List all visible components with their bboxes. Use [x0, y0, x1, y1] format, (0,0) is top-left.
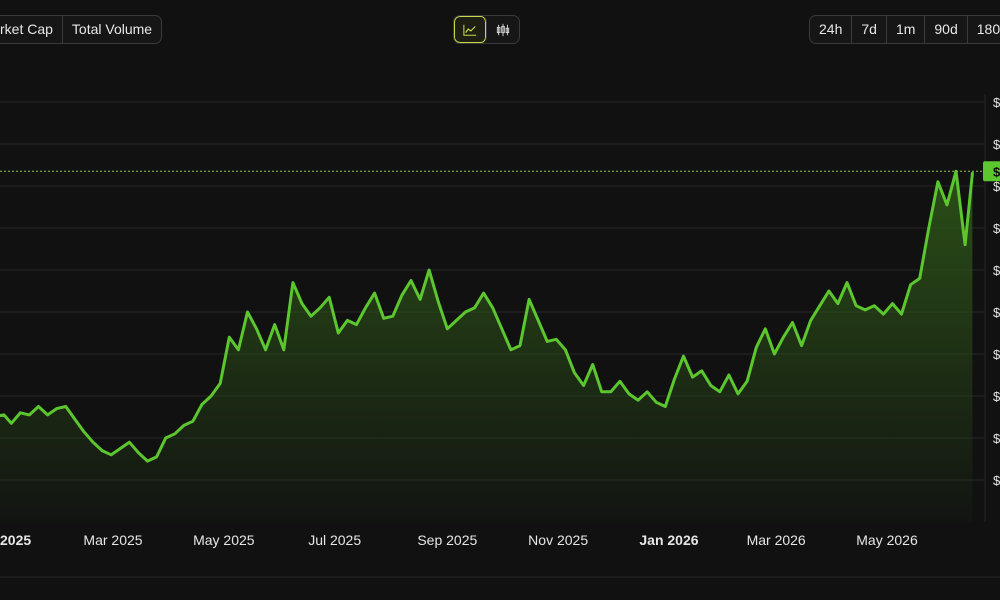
y-tick-label: $ — [993, 263, 1000, 278]
x-tick-label: 2025 — [0, 532, 31, 548]
metric-tabs: rket Cap Total Volume — [0, 15, 163, 44]
y-axis: $$$$$$$$$$ — [993, 95, 1000, 488]
x-tick-label: Jul 2025 — [308, 532, 361, 548]
current-price-label: $ — [993, 164, 1000, 179]
y-tick-label: $ — [993, 95, 1000, 110]
candlestick-button[interactable] — [487, 16, 519, 43]
range-7d-button[interactable]: 7d — [852, 16, 887, 43]
y-tick-label: $ — [993, 179, 1000, 194]
y-tick-label: $ — [993, 137, 1000, 152]
range-24h-button[interactable]: 24h — [810, 16, 853, 43]
tab-market-cap[interactable]: rket Cap — [0, 16, 63, 43]
x-tick-label: Mar 2025 — [83, 532, 142, 548]
price-line — [0, 169, 974, 463]
time-range-tabs: 24h 7d 1m 90d 180 — [809, 15, 1000, 44]
x-tick-label: May 2025 — [193, 532, 255, 548]
y-tick-label: $ — [993, 221, 1000, 236]
price-area — [0, 171, 973, 522]
y-tick-label: $ — [993, 431, 1000, 446]
range-90d-button[interactable]: 90d — [925, 16, 968, 43]
x-tick-label: Mar 2026 — [747, 532, 806, 548]
current-price-tag: $ — [983, 161, 1000, 182]
range-180d-button[interactable]: 180 — [976, 21, 1000, 37]
chart-view-toggle — [453, 15, 520, 44]
x-tick-label: Nov 2025 — [528, 532, 588, 548]
x-tick-label: Jan 2026 — [639, 532, 698, 548]
x-axis: 2025 Mar 2025 May 2025 Jul 2025 Sep 2025 Nov … — [0, 532, 918, 548]
y-tick-label: $ — [993, 305, 1000, 320]
candlestick-icon — [496, 23, 510, 36]
line-chart-button[interactable] — [454, 16, 487, 43]
line-chart-icon — [463, 24, 477, 36]
range-1m-button[interactable]: 1m — [887, 16, 926, 43]
x-tick-label: May 2026 — [856, 532, 918, 548]
y-tick-label: $ — [993, 347, 1000, 362]
x-tick-label: Sep 2025 — [417, 532, 477, 548]
y-tick-label: $ — [993, 473, 1000, 488]
tab-total-volume[interactable]: Total Volume — [71, 21, 153, 37]
y-tick-label: $ — [993, 389, 1000, 404]
